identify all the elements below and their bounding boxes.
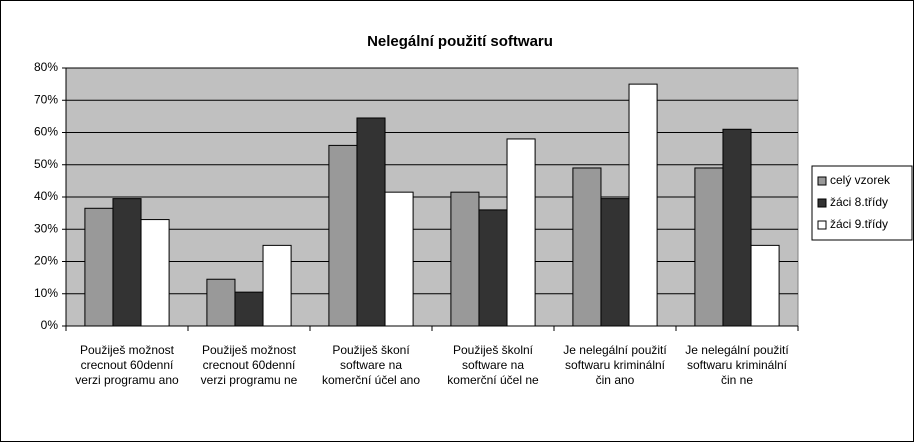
bar — [450, 191, 480, 327]
bar — [694, 167, 724, 327]
legend-swatch — [817, 176, 827, 186]
y-tick-label: 60% — [34, 125, 58, 139]
bar — [384, 191, 414, 327]
y-tick-label: 0% — [41, 318, 59, 332]
x-tick-label: Je nelegální použití softwaru kriminální… — [563, 343, 667, 387]
y-tick-label: 70% — [34, 92, 58, 106]
bar — [84, 207, 114, 327]
y-tick-label: 40% — [34, 189, 58, 203]
x-tick-label: Použiješ možnost crecnout 60denní verzi … — [75, 343, 179, 387]
chart-title: Nelegální použití softwaru — [367, 33, 553, 50]
y-tick-label: 50% — [34, 157, 58, 171]
y-tick-label: 30% — [34, 221, 58, 235]
y-tick-label: 80% — [34, 60, 58, 74]
legend-label: celý vzorek — [830, 173, 891, 187]
bar — [628, 83, 658, 327]
bar — [206, 278, 236, 327]
x-tick-label: Použiješ možnost crecnout 60denní verzi … — [200, 343, 298, 387]
legend-swatch — [817, 220, 827, 230]
x-tick-label: Použiješ školní software na komerční úče… — [447, 343, 539, 387]
bar — [262, 244, 292, 327]
x-tick-label: Použiješ škoní software na komerční účel… — [321, 343, 421, 387]
bar — [722, 128, 752, 327]
bar — [234, 291, 264, 327]
bar — [750, 244, 780, 327]
bar — [112, 198, 142, 327]
bar — [478, 209, 508, 327]
y-tick-label: 20% — [34, 254, 58, 268]
bar — [600, 198, 630, 327]
bar — [140, 219, 170, 327]
legend-label: žáci 9.třídy — [830, 217, 888, 231]
bar — [356, 117, 386, 327]
y-tick-label: 10% — [34, 286, 58, 300]
x-tick-label: Je nelegální použití softwaru kriminální… — [685, 343, 789, 387]
legend-swatch — [817, 198, 827, 208]
legend — [811, 165, 913, 241]
bar — [328, 144, 358, 327]
bar — [506, 138, 536, 327]
bar — [572, 167, 602, 327]
legend-label: žáci 8.třídy — [830, 195, 888, 209]
